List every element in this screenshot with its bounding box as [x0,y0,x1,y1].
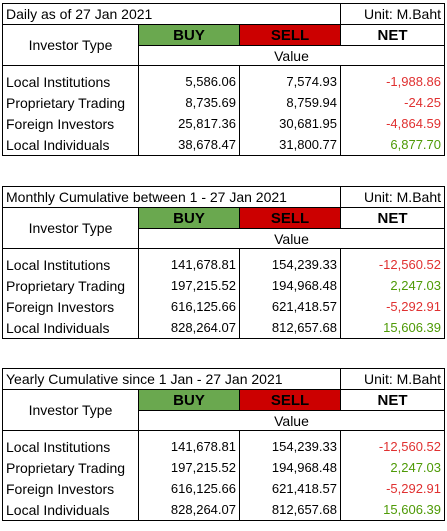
sell-value: 154,239.33 [239,436,341,457]
value-subheader: Value [138,410,445,431]
value-subheader: Value [138,45,445,66]
table-row: Proprietary Trading 197,215.52 194,968.4… [2,275,445,296]
unit-label: Unit: M.Baht [340,3,445,25]
sell-value: 31,800.77 [239,134,341,156]
sell-value: 812,657.68 [239,499,341,521]
net-value: -12,560.52 [340,254,445,275]
investor-type-cell: Local Individuals [2,317,139,339]
net-value: 2,247.03 [340,457,445,478]
table-row: Local Institutions 141,678.81 154,239.33… [2,436,445,457]
value-subheader: Value [138,228,445,249]
net-value: 6,877.70 [340,134,445,156]
buy-value: 197,215.52 [138,275,240,296]
sell-value: 8,759.94 [239,92,341,113]
yearly-table: Yearly Cumulative since 1 Jan - 27 Jan 2… [2,368,445,521]
investor-type-cell: Local Institutions [2,254,139,275]
sell-value: 621,418.57 [239,478,341,499]
sell-value: 194,968.48 [239,275,341,296]
table-row: Proprietary Trading 8,735.69 8,759.94 -2… [2,92,445,113]
sell-header: SELL [239,389,341,411]
investor-type-cell: Local Individuals [2,499,139,521]
net-header: NET [340,207,445,229]
table-title: Monthly Cumulative between 1 - 27 Jan 20… [2,186,341,208]
investor-type-cell: Foreign Investors [2,296,139,317]
investor-type-cell: Foreign Investors [2,113,139,134]
buy-value: 38,678.47 [138,134,240,156]
buy-value: 25,817.36 [138,113,240,134]
buy-value: 141,678.81 [138,254,240,275]
investor-type-cell: Foreign Investors [2,478,139,499]
unit-label: Unit: M.Baht [340,368,445,390]
net-value: -5,292.91 [340,478,445,499]
buy-value: 616,125.66 [138,296,240,317]
buy-value: 141,678.81 [138,436,240,457]
sell-value: 621,418.57 [239,296,341,317]
sell-value: 812,657.68 [239,317,341,339]
buy-header: BUY [138,24,240,46]
unit-label: Unit: M.Baht [340,186,445,208]
buy-value: 616,125.66 [138,478,240,499]
net-value: -1,988.86 [340,71,445,92]
table-row: Foreign Investors 616,125.66 621,418.57 … [2,478,445,499]
monthly-table: Monthly Cumulative between 1 - 27 Jan 20… [2,186,445,339]
net-value: 15,606.39 [340,499,445,521]
table-title: Yearly Cumulative since 1 Jan - 27 Jan 2… [2,368,341,390]
sell-header: SELL [239,24,341,46]
table-row: Foreign Investors 25,817.36 30,681.95 -4… [2,113,445,134]
investor-type-cell: Proprietary Trading [2,92,139,113]
buy-header: BUY [138,389,240,411]
sell-header: SELL [239,207,341,229]
sell-value: 30,681.95 [239,113,341,134]
buy-value: 828,264.07 [138,499,240,521]
buy-value: 5,586.06 [138,71,240,92]
investor-type-cell: Local Individuals [2,134,139,156]
buy-value: 8,735.69 [138,92,240,113]
net-value: -24.25 [340,92,445,113]
investor-type-cell: Local Institutions [2,71,139,92]
daily-table: Daily as of 27 Jan 2021 Unit: M.Baht Inv… [2,3,445,156]
table-row: Local Individuals 38,678.47 31,800.77 6,… [2,134,445,156]
table-row: Local Institutions 5,586.06 7,574.93 -1,… [2,71,445,92]
buy-value: 828,264.07 [138,317,240,339]
investor-type-cell: Proprietary Trading [2,457,139,478]
net-header: NET [340,24,445,46]
net-value: -5,292.91 [340,296,445,317]
net-header: NET [340,389,445,411]
table-title: Daily as of 27 Jan 2021 [2,3,341,25]
sell-value: 194,968.48 [239,457,341,478]
net-value: 2,247.03 [340,275,445,296]
investor-type-cell: Proprietary Trading [2,275,139,296]
investor-type-header: Investor Type [2,24,139,66]
table-row: Local Individuals 828,264.07 812,657.68 … [2,317,445,339]
net-value: -4,864.59 [340,113,445,134]
net-value: -12,560.52 [340,436,445,457]
table-row: Proprietary Trading 197,215.52 194,968.4… [2,457,445,478]
investor-type-header: Investor Type [2,207,139,249]
table-row: Local Individuals 828,264.07 812,657.68 … [2,499,445,521]
buy-value: 197,215.52 [138,457,240,478]
net-value: 15,606.39 [340,317,445,339]
investor-type-header: Investor Type [2,389,139,431]
sell-value: 7,574.93 [239,71,341,92]
sell-value: 154,239.33 [239,254,341,275]
table-row: Foreign Investors 616,125.66 621,418.57 … [2,296,445,317]
investor-type-cell: Local Institutions [2,436,139,457]
table-row: Local Institutions 141,678.81 154,239.33… [2,254,445,275]
buy-header: BUY [138,207,240,229]
